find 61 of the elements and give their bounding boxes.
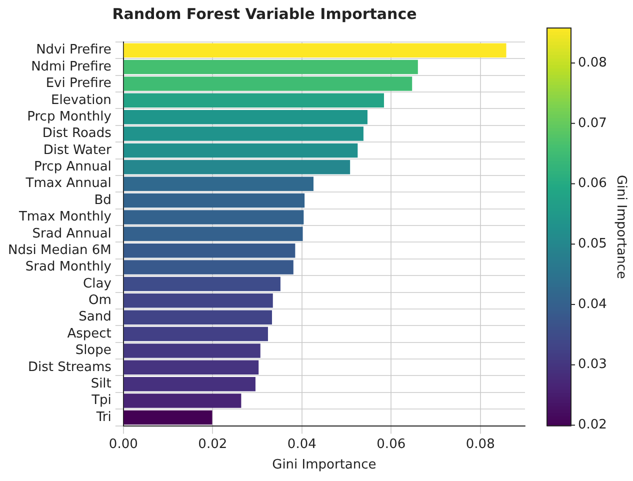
y-tick-label: Elevation bbox=[51, 92, 112, 108]
y-tick-label: Dist Streams bbox=[28, 360, 112, 375]
y-tick-label: Ndmi Prefire bbox=[31, 59, 112, 74]
y-tick-label: Slope bbox=[75, 343, 112, 358]
color-bar-label: 0.04 bbox=[578, 296, 607, 312]
y-tick-label: Om bbox=[88, 293, 112, 308]
bar bbox=[124, 210, 304, 224]
x-axis-title: Gini Importance bbox=[272, 458, 376, 473]
x-tick-label: 0.08 bbox=[466, 436, 495, 452]
color-bar-label: 0.03 bbox=[578, 357, 607, 372]
bar bbox=[124, 43, 506, 58]
y-tick-label: Tpi bbox=[90, 393, 112, 408]
bar bbox=[124, 276, 280, 292]
bar bbox=[124, 344, 260, 358]
bar bbox=[124, 76, 412, 91]
chart-title: Random Forest Variable Importance bbox=[112, 4, 417, 23]
y-tick-label: Tri bbox=[95, 410, 112, 425]
bar bbox=[124, 243, 296, 258]
x-tick-label: 0.00 bbox=[108, 436, 138, 452]
bar bbox=[124, 360, 259, 375]
bar bbox=[124, 160, 350, 174]
color-bar-label: 0.05 bbox=[578, 236, 607, 252]
y-tick-label: Prcp Annual bbox=[34, 160, 112, 175]
bar bbox=[124, 310, 272, 324]
color-bar-label: 0.06 bbox=[578, 176, 607, 192]
y-tick-label: Sand bbox=[78, 310, 112, 325]
x-tick-label: 0.06 bbox=[376, 436, 406, 452]
bar bbox=[124, 110, 368, 124]
y-tick-label: Dist Roads bbox=[42, 126, 112, 142]
y-tick-label: Aspect bbox=[67, 326, 112, 342]
x-tick-label: 0.02 bbox=[198, 436, 228, 452]
y-tick-label: Ndsi Median 6M bbox=[8, 242, 112, 258]
bar bbox=[124, 294, 273, 308]
bar bbox=[124, 326, 268, 342]
x-tick-label: 0.04 bbox=[287, 436, 316, 452]
bar bbox=[124, 193, 305, 208]
bar bbox=[124, 143, 358, 158]
y-tick-label: Dist Water bbox=[43, 142, 112, 158]
bar bbox=[124, 226, 303, 242]
y-tick-label: Clay bbox=[83, 276, 112, 292]
color-bar-title: Gini Importance bbox=[614, 174, 629, 279]
bar bbox=[124, 60, 418, 74]
bar bbox=[124, 260, 294, 274]
y-tick-label: Prcp Monthly bbox=[27, 109, 112, 124]
bar bbox=[124, 410, 212, 425]
y-tick-label: Tmax Monthly bbox=[18, 210, 112, 225]
color-bar-label: 0.07 bbox=[578, 116, 607, 131]
y-tick-label: Silt bbox=[90, 376, 112, 392]
bar bbox=[124, 376, 256, 392]
bar bbox=[124, 126, 364, 141]
y-tick-label: Srad Monthly bbox=[25, 260, 112, 275]
y-tick-label: Evi Prefire bbox=[46, 76, 112, 92]
bar bbox=[124, 93, 384, 108]
y-tick-label: Bd bbox=[94, 192, 112, 208]
color-bar-label: 0.08 bbox=[578, 55, 607, 70]
bar bbox=[124, 394, 242, 408]
color-bar-label: 0.02 bbox=[578, 418, 607, 433]
y-tick-label: Ndvi Prefire bbox=[36, 42, 112, 58]
y-tick-label: Tmax Annual bbox=[24, 176, 112, 192]
bar bbox=[124, 176, 314, 191]
y-tick-label: Srad Annual bbox=[32, 226, 112, 242]
